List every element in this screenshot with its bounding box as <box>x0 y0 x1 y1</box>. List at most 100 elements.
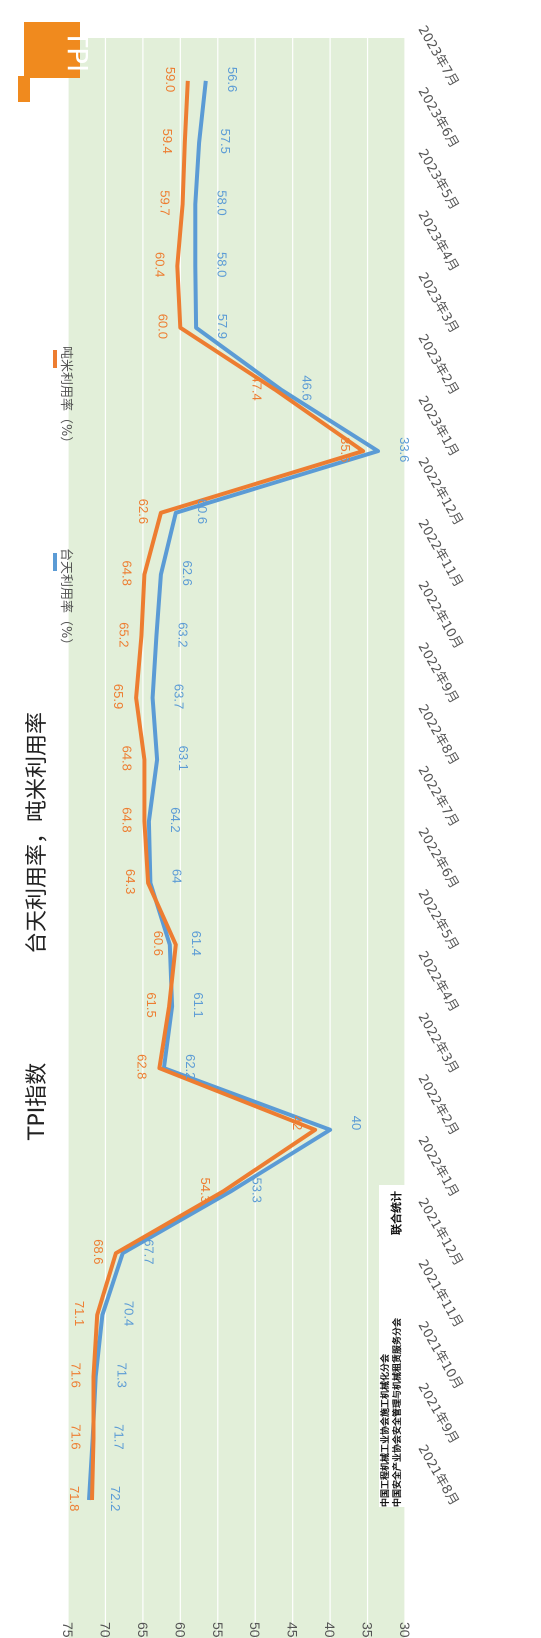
x-tick-label: 2022年12月 <box>415 455 466 528</box>
data-label: 62.8 <box>134 1054 149 1079</box>
y-tick-label: 45 <box>285 1622 301 1638</box>
data-label: 59.7 <box>158 190 173 215</box>
data-label: 35.6 <box>338 437 353 462</box>
data-label: 67.7 <box>142 1239 157 1264</box>
x-tick-label: 2022年6月 <box>415 826 462 892</box>
x-tick-label: 2022年7月 <box>415 764 462 830</box>
data-label: 68.6 <box>91 1239 106 1264</box>
data-label: 64.8 <box>119 807 134 832</box>
source-box-background <box>379 1185 413 1507</box>
data-label: 57.9 <box>215 314 230 339</box>
source-line-2: 中国安全产业协会安全管理与机械租赁服务分会 <box>391 1317 403 1507</box>
plot-background <box>68 38 405 1638</box>
y-tick-label: 50 <box>247 1622 263 1638</box>
y-tick-label: 70 <box>97 1622 113 1638</box>
data-label: 71.6 <box>68 1363 83 1388</box>
y-tick-label: 65 <box>135 1622 151 1638</box>
data-label: 65.9 <box>111 684 126 709</box>
x-tick-label: 2022年11月 <box>415 517 466 590</box>
data-label: 70.4 <box>121 1301 136 1326</box>
data-label: 63.1 <box>176 746 191 771</box>
x-tick-label: 2023年2月 <box>415 332 462 398</box>
data-label: 60.6 <box>195 499 210 524</box>
series-lines <box>87 80 380 1501</box>
data-label: 59.4 <box>160 129 175 154</box>
data-label: 56.6 <box>225 67 240 92</box>
tpi-logo: TPI <box>18 22 94 102</box>
x-tick-label: 2021年11月 <box>415 1257 466 1330</box>
data-label: 46.6 <box>300 375 315 400</box>
data-label: 58.0 <box>214 190 229 215</box>
data-label: 59.0 <box>163 67 178 92</box>
legend-label-series-2: 吨米利用率（%） <box>58 346 74 449</box>
data-label: 61.5 <box>144 992 159 1017</box>
x-tick-label: 2023年5月 <box>415 147 462 213</box>
source-suffix: 联合统计 <box>389 1191 403 1235</box>
x-tick-label: 2023年6月 <box>415 85 462 151</box>
y-tick-label: 40 <box>322 1622 338 1638</box>
x-tick-label: 2022年5月 <box>415 887 462 953</box>
data-label: 47.4 <box>250 375 265 400</box>
y-tick-label: 55 <box>210 1622 226 1638</box>
data-label: 64.8 <box>119 746 134 771</box>
data-label: 57.5 <box>218 129 233 154</box>
data-label: 63.7 <box>172 684 187 709</box>
tpi-logo-text: TPI <box>61 29 94 72</box>
data-label: 72.2 <box>108 1486 123 1511</box>
x-tick-label: 2022年1月 <box>415 1134 462 1200</box>
x-tick-label: 2022年8月 <box>415 702 462 768</box>
data-label: 65.2 <box>116 622 131 647</box>
y-axis-ticks: 75 70 65 60 55 50 45 40 35 30 <box>60 1622 413 1638</box>
data-label: 71.1 <box>72 1301 87 1326</box>
chart-title-sub: 台天利用率，吨米利用率 <box>25 712 50 954</box>
data-label: 71.7 <box>112 1424 127 1449</box>
data-label: 64.8 <box>119 561 134 586</box>
data-labels: 72.2 71.7 71.3 70.4 67.7 53.3 40 62.2 61.1 61.4 64… <box>67 67 412 1511</box>
tpi-logo-stem <box>18 76 30 102</box>
data-label: 62.2 <box>183 1054 198 1079</box>
data-label: 64.2 <box>168 807 183 832</box>
data-label: 71.8 <box>67 1486 82 1511</box>
data-label: 63.2 <box>175 622 190 647</box>
data-label: 62.6 <box>180 561 195 586</box>
y-tick-label: 35 <box>360 1622 376 1638</box>
data-label: 61.1 <box>191 992 206 1017</box>
legend-label-series-1: 台天利用率（%） <box>58 548 74 651</box>
x-tick-label: 2023年1月 <box>415 394 462 460</box>
data-label: 64 <box>169 869 184 883</box>
x-tick-label: 2022年10月 <box>415 579 466 652</box>
chart-title-group: TPI指数 台天利用率，吨米利用率 <box>25 712 50 1141</box>
tpi-logo-background <box>24 22 80 78</box>
data-label: 54.3 <box>198 1178 213 1203</box>
data-label: 33.6 <box>397 437 412 462</box>
data-label: 53.3 <box>250 1178 265 1203</box>
data-label: 40 <box>349 1116 364 1130</box>
data-label: 71.3 <box>115 1363 130 1388</box>
series-line-2 <box>90 80 366 1501</box>
legend: 台天利用率（%） 吨米利用率（%） <box>53 346 74 651</box>
data-label: 42 <box>290 1116 305 1130</box>
data-label: 60.0 <box>155 314 170 339</box>
x-tick-label: 2022年3月 <box>415 1011 462 1077</box>
data-label: 64.3 <box>123 869 138 894</box>
chart-title-main: TPI指数 <box>25 1063 50 1141</box>
source-line-1: 中国工程机械工业协会施工机械化分会 <box>379 1353 391 1507</box>
data-label: 58.0 <box>214 252 229 277</box>
x-tick-label: 2023年7月 <box>415 23 462 89</box>
y-tick-label: 75 <box>60 1622 76 1638</box>
x-tick-label: 2021年10月 <box>415 1319 466 1392</box>
data-label: 60.6 <box>151 931 166 956</box>
y-tick-label: 30 <box>397 1622 413 1638</box>
x-tick-label: 2021年8月 <box>415 1443 462 1509</box>
data-label: 62.6 <box>136 499 151 524</box>
x-tick-label: 2022年2月 <box>415 1072 462 1138</box>
series-line-1 <box>87 80 380 1501</box>
x-tick-label: 2022年4月 <box>415 949 462 1015</box>
x-tick-label: 2021年12月 <box>415 1196 466 1269</box>
y-tick-label: 60 <box>172 1622 188 1638</box>
x-axis-ticks: 2021年8月2021年9月2021年10月2021年11月2021年12月20… <box>415 23 466 1508</box>
x-tick-label: 2023年3月 <box>415 270 462 336</box>
data-label: 60.4 <box>152 252 167 277</box>
data-label: 61.4 <box>189 931 204 956</box>
